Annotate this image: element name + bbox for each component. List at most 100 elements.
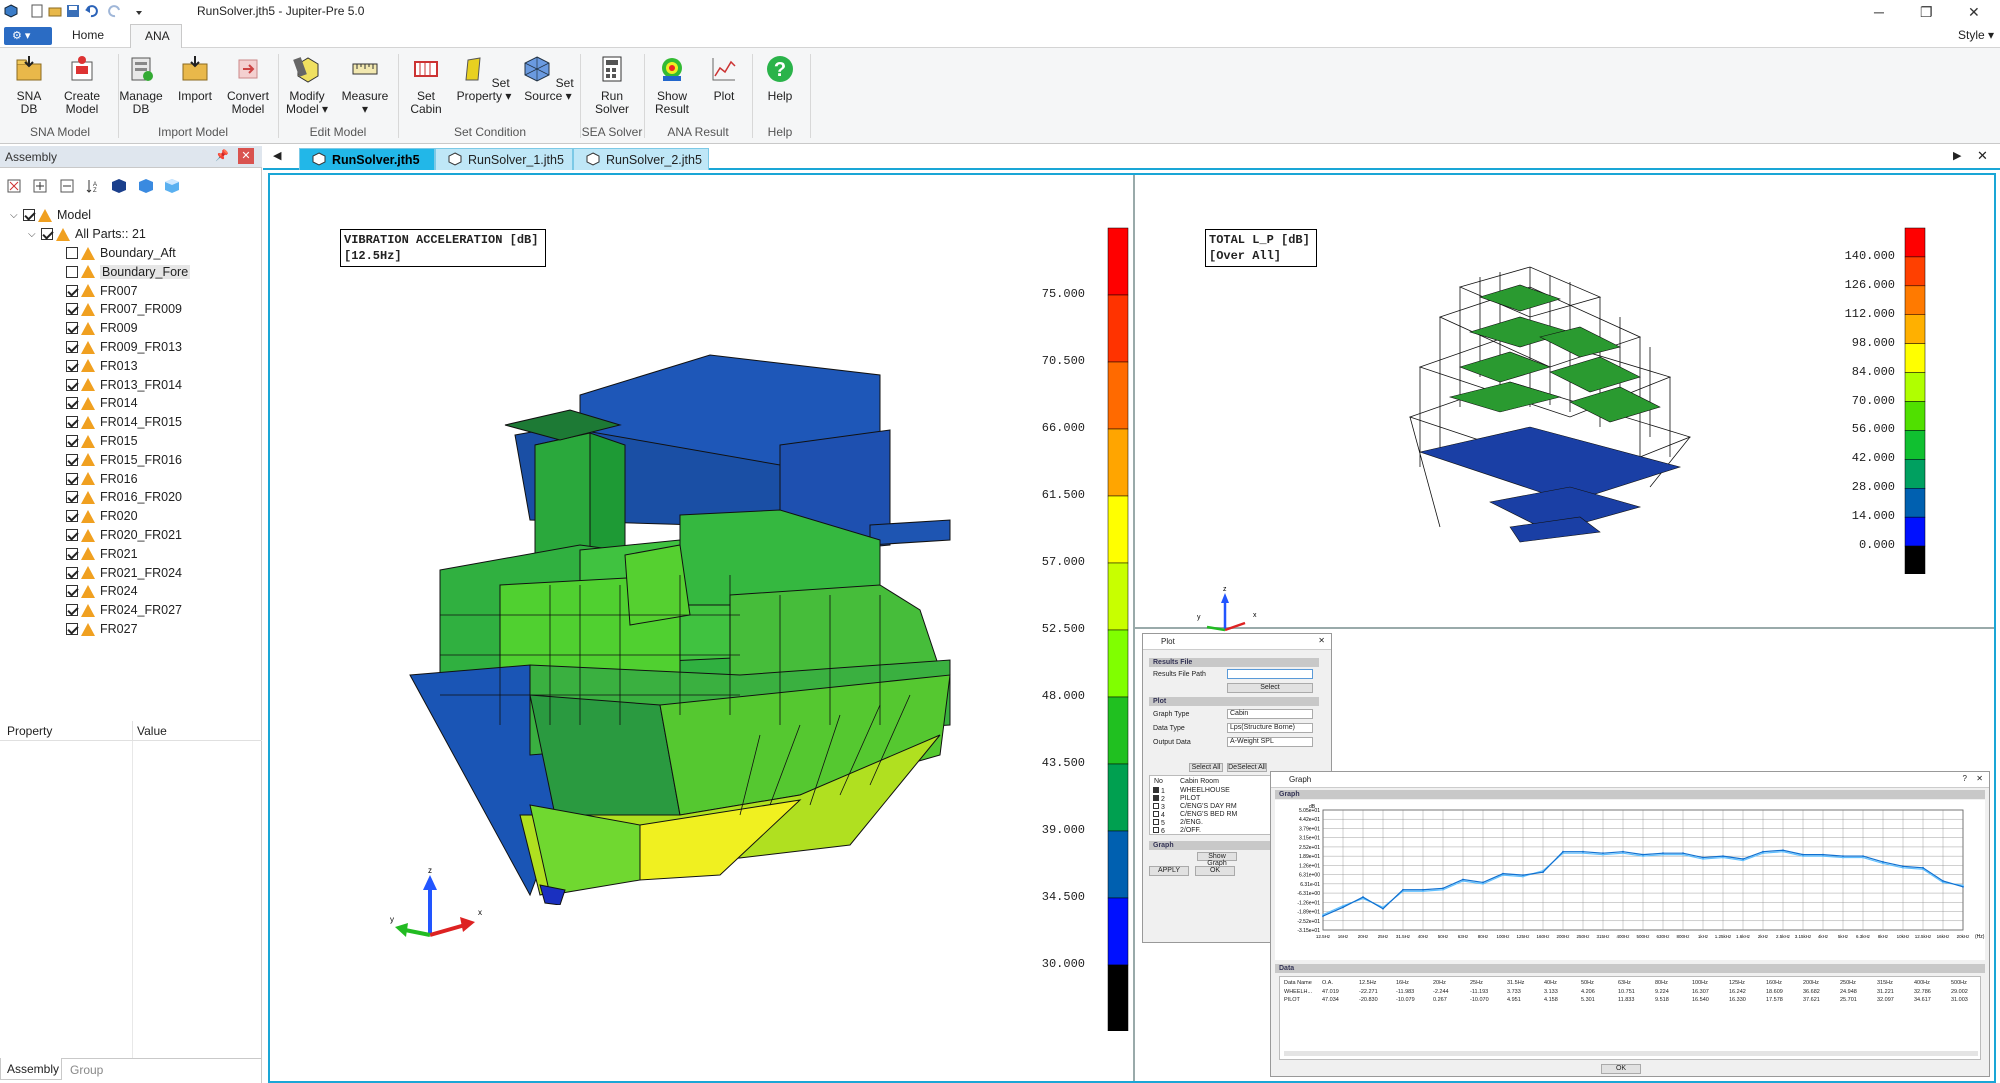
tree-item-part[interactable]: Boundary_Aft — [66, 244, 176, 262]
cabin-checkbox[interactable] — [1153, 827, 1159, 833]
checkbox[interactable] — [23, 209, 35, 221]
set-source-button[interactable]: Set Source ▾ — [522, 54, 574, 103]
cabin-checkbox[interactable] — [1153, 811, 1159, 817]
tree-item-part[interactable]: FR021 — [66, 545, 138, 563]
part-checkbox[interactable] — [66, 247, 78, 259]
doc-tab-runsolver-2[interactable]: RunSolver_2.jth5 — [573, 148, 709, 170]
tree-item-part[interactable]: FR014 — [66, 394, 138, 412]
cabin-row[interactable]: 2 PILOT — [1153, 795, 1200, 803]
deselect-all-button[interactable]: DeSelect All — [1227, 763, 1267, 772]
redo-icon[interactable] — [108, 4, 122, 18]
axis-triad-right[interactable]: z x y — [1195, 585, 1265, 640]
tree-item-part[interactable]: FR016_FR020 — [66, 488, 182, 506]
new-file-icon[interactable] — [30, 4, 44, 18]
select-all-button[interactable]: Select All — [1189, 763, 1223, 772]
cabin-row[interactable]: 4 C/ENG'S BED RM — [1153, 811, 1237, 819]
close-icon[interactable]: ✕ — [1968, 4, 1980, 20]
graph-close-icon[interactable]: ✕ — [1976, 774, 1983, 783]
axis-triad-left[interactable]: z x y — [390, 865, 490, 955]
run-solver-button[interactable]: Run Solver — [590, 54, 634, 116]
data-type-select[interactable]: Lps(Structure Borne) — [1227, 723, 1313, 733]
close-panel-icon[interactable]: ✕ — [238, 148, 254, 164]
cabin-checkbox[interactable] — [1153, 787, 1159, 793]
tree-item-part[interactable]: Boundary_Fore — [66, 263, 191, 281]
help-button[interactable]: ? Help — [760, 54, 800, 103]
collapse-all-icon[interactable] — [59, 178, 75, 194]
graph-help-icon[interactable]: ? — [1962, 774, 1967, 783]
minimize-icon[interactable]: ─ — [1874, 4, 1884, 20]
horizontal-splitter[interactable] — [1135, 627, 1994, 629]
tab-home[interactable]: Home — [72, 28, 105, 42]
doc-tab-runsolver[interactable]: RunSolver.jth5 — [299, 148, 435, 170]
ship-3d-model[interactable] — [380, 255, 1080, 905]
tree-item-part[interactable]: FR013 — [66, 357, 138, 375]
sort-icon[interactable]: AZ — [85, 178, 101, 194]
tree-item-part[interactable]: FR015_FR016 — [66, 451, 182, 469]
deselect-icon[interactable] — [6, 178, 22, 194]
checkbox[interactable] — [41, 228, 53, 240]
restore-icon[interactable]: ❐ — [1920, 4, 1933, 20]
show-graph-button[interactable]: Show Graph — [1197, 852, 1237, 867]
set-property-button[interactable]: Set Property ▾ — [454, 54, 514, 103]
vertical-splitter[interactable] — [1133, 175, 1135, 1081]
tab-group[interactable]: Group — [70, 1063, 104, 1077]
frequency-graph[interactable]: 5.05e+01 4.42e+01 3.79e+01 3.15e+01 2.52e+01… — [1275, 800, 1985, 960]
expander-icon[interactable]: ⌵ — [28, 228, 36, 240]
pin-icon[interactable]: 📌 — [215, 150, 229, 162]
tree-node-all-parts[interactable]: ⌵ All Parts:: 21 — [28, 225, 146, 243]
tree-item-part[interactable]: FR014_FR015 — [66, 413, 182, 431]
cabin-row[interactable]: 5 2/ENG. — [1153, 819, 1203, 827]
part-checkbox[interactable] — [66, 303, 78, 316]
tree-item-part[interactable]: FR027 — [66, 620, 138, 638]
cabin-checkbox[interactable] — [1153, 803, 1159, 809]
part-checkbox[interactable] — [66, 435, 78, 447]
tree-item-part[interactable]: FR009_FR013 — [66, 338, 182, 356]
part-checkbox[interactable] — [66, 547, 78, 560]
output-data-select[interactable]: A-Weight SPL — [1227, 737, 1313, 747]
viewport[interactable]: VIBRATION ACCELERATION [dB] [12.5Hz] — [268, 173, 1996, 1083]
graph-dialog[interactable]: Graph? ✕ Graph 5.05e+01 4.42e+01 3.79e+01 3.… — [1270, 771, 1990, 1077]
style-menu[interactable]: Style ▾ — [1958, 28, 1995, 42]
ship-wireframe-model[interactable] — [1400, 237, 1720, 557]
set-cabin-button[interactable]: Set Cabin — [406, 54, 446, 116]
convert-model-button[interactable]: Convert Model — [224, 54, 272, 116]
measure-button[interactable]: Measure ▾ — [340, 54, 390, 116]
part-checkbox[interactable] — [66, 510, 78, 523]
tree-item-part[interactable]: FR024_FR027 — [66, 601, 182, 619]
solid-cube-icon[interactable] — [111, 178, 127, 194]
graph-ok-button[interactable]: OK — [1601, 1064, 1641, 1074]
tree-item-part[interactable]: FR007_FR009 — [66, 300, 182, 318]
part-checkbox[interactable] — [66, 359, 78, 372]
part-checkbox[interactable] — [66, 472, 78, 485]
close-doc-icon[interactable]: ✕ — [1977, 148, 1988, 163]
cabin-checkbox[interactable] — [1153, 795, 1159, 801]
part-checkbox[interactable] — [66, 378, 78, 391]
tree-item-part[interactable]: FR007 — [66, 282, 138, 300]
undo-icon[interactable] — [84, 4, 98, 18]
tree-node-model[interactable]: ⌵ Model — [10, 206, 91, 224]
data-table[interactable]: Data Name O.A. 12.5Hz 16Hz 20Hz 25Hz 31.5Hz 40H… — [1279, 976, 1981, 1060]
scroll-left-icon[interactable]: ◀ — [273, 150, 282, 162]
expander-icon[interactable]: ⌵ — [10, 209, 18, 221]
plot-button[interactable]: Plot — [706, 54, 742, 103]
part-checkbox[interactable] — [66, 529, 78, 541]
part-checkbox[interactable] — [66, 585, 78, 598]
create-model-button[interactable]: Create Model — [60, 54, 104, 116]
cabin-row[interactable]: 3 C/ENG'S DAY RM — [1153, 803, 1237, 811]
tab-assembly[interactable]: Assembly — [0, 1058, 62, 1080]
horizontal-scrollbar[interactable] — [1284, 1051, 1978, 1056]
tree-item-part[interactable]: FR020 — [66, 507, 138, 525]
part-checkbox[interactable] — [66, 604, 78, 617]
graph-type-select[interactable]: Cabin — [1227, 709, 1313, 719]
cabin-row[interactable]: 6 2/OFF. — [1153, 827, 1201, 835]
part-checkbox[interactable] — [66, 453, 78, 466]
light-cube-icon[interactable] — [164, 178, 180, 194]
doc-tab-runsolver-1[interactable]: RunSolver_1.jth5 — [435, 148, 573, 170]
import-button[interactable]: Import — [172, 54, 218, 103]
tree-item-part[interactable]: FR013_FR014 — [66, 376, 182, 394]
part-checkbox[interactable] — [66, 322, 78, 335]
tree-item-part[interactable]: FR021_FR024 — [66, 564, 182, 582]
select-file-button[interactable]: Select — [1227, 683, 1313, 693]
show-result-button[interactable]: Show Result — [650, 54, 694, 116]
expand-all-icon[interactable] — [32, 178, 48, 194]
